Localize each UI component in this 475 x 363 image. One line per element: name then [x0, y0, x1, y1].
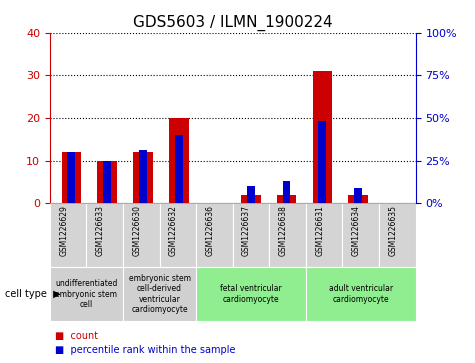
Bar — [313, 71, 332, 203]
Bar — [169, 118, 189, 203]
Bar — [241, 195, 261, 203]
Text: GSM1226634: GSM1226634 — [352, 205, 361, 256]
Text: GSM1226635: GSM1226635 — [389, 205, 397, 256]
Bar — [97, 160, 117, 203]
Bar — [139, 150, 147, 203]
Bar — [348, 195, 368, 203]
Text: GSM1226632: GSM1226632 — [169, 205, 178, 256]
Bar — [103, 160, 111, 203]
Text: GSM1226630: GSM1226630 — [133, 205, 142, 256]
Text: undifferentiated
embryonic stem
cell: undifferentiated embryonic stem cell — [55, 279, 118, 309]
Text: ■  percentile rank within the sample: ■ percentile rank within the sample — [55, 345, 235, 355]
Bar — [133, 152, 153, 203]
Text: embryonic stem
cell-derived
ventricular
cardiomyocyte: embryonic stem cell-derived ventricular … — [129, 274, 190, 314]
Text: GSM1226636: GSM1226636 — [206, 205, 214, 256]
Bar — [354, 188, 362, 203]
Bar — [175, 135, 183, 203]
Bar — [276, 195, 296, 203]
Bar — [67, 152, 76, 203]
Text: GSM1226638: GSM1226638 — [279, 205, 287, 256]
Bar — [318, 121, 326, 203]
Bar — [62, 152, 81, 203]
Text: GSM1226633: GSM1226633 — [96, 205, 104, 256]
Text: fetal ventricular
cardiomyocyte: fetal ventricular cardiomyocyte — [220, 284, 282, 304]
Text: GSM1226629: GSM1226629 — [59, 205, 68, 256]
Title: GDS5603 / ILMN_1900224: GDS5603 / ILMN_1900224 — [133, 15, 332, 31]
Bar — [247, 186, 255, 203]
Text: ■  count: ■ count — [55, 331, 98, 341]
Text: GSM1226637: GSM1226637 — [242, 205, 251, 256]
Text: adult ventricular
cardiomyocyte: adult ventricular cardiomyocyte — [329, 284, 393, 304]
Bar — [283, 181, 291, 203]
Text: cell type  ▶: cell type ▶ — [5, 289, 60, 299]
Text: GSM1226631: GSM1226631 — [315, 205, 324, 256]
